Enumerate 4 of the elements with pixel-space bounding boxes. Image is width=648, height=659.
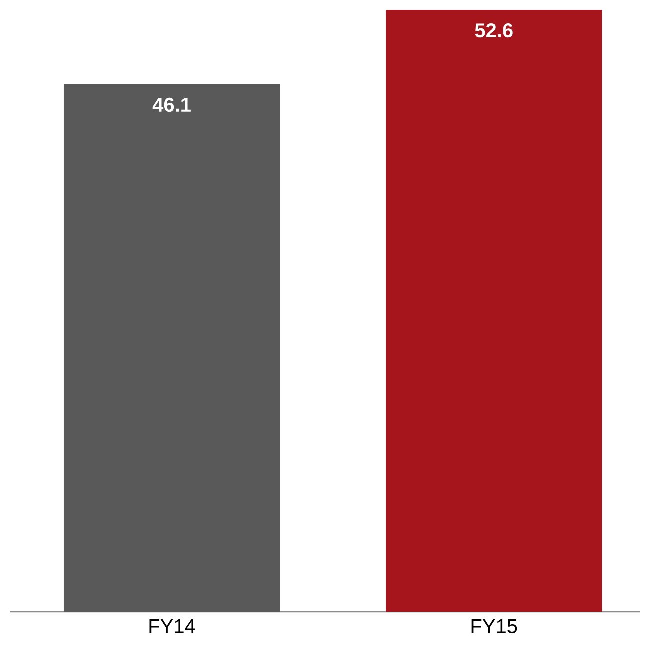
data-label: 52.6 — [475, 24, 513, 38]
x-tick-label: FY15 — [472, 620, 518, 634]
x-tick-label: FY14 — [150, 620, 196, 634]
data-label: 46.1 — [152, 98, 191, 112]
